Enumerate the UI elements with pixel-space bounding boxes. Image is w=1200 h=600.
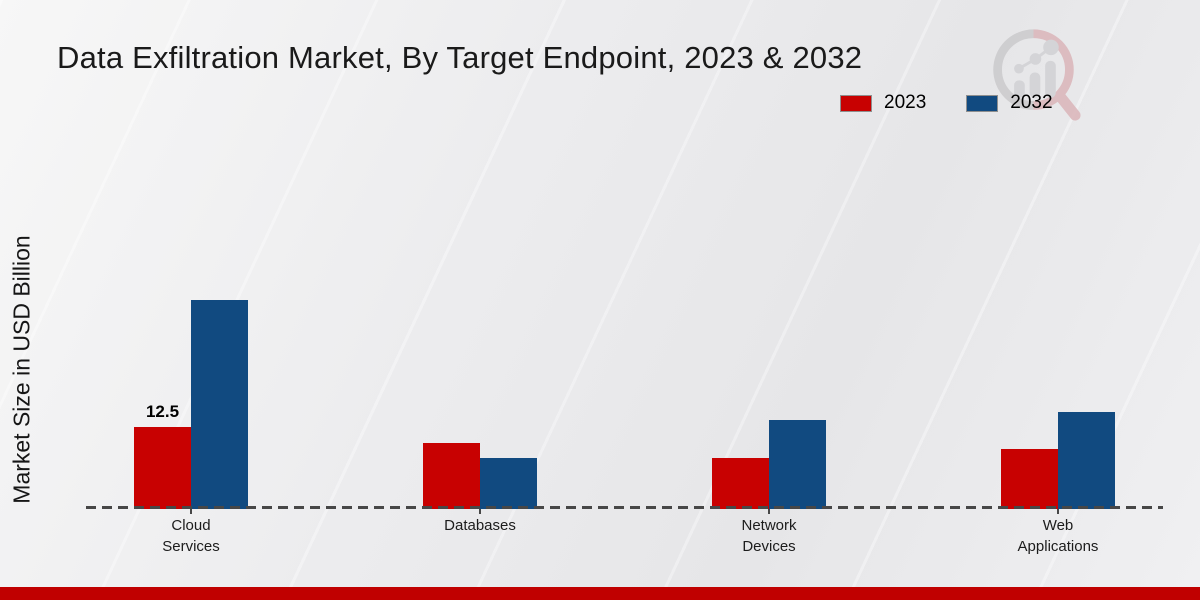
- legend-swatch-2023: [840, 94, 872, 112]
- legend-swatch-2032: [966, 94, 999, 112]
- bar-value-label: 12.5: [145, 402, 180, 421]
- x-axis-tick: [768, 509, 770, 514]
- legend-label-2032: 2032: [1010, 92, 1053, 113]
- legend: 2023 2032: [840, 92, 1053, 114]
- legend-label-2023: 2023: [884, 92, 927, 113]
- x-axis-baseline: [86, 506, 1163, 509]
- x-axis-category-label: Web Applications: [1017, 517, 1099, 555]
- bar-databases-2023: [423, 443, 480, 509]
- bar-web-applications-2032: [1058, 412, 1115, 509]
- footer-accent-bar: [0, 587, 1200, 600]
- y-axis-label: Market Size in USD Billion: [8, 235, 35, 504]
- x-axis-tick: [1057, 509, 1059, 514]
- x-axis-tick: [190, 509, 192, 514]
- bar-network-devices-2032: [769, 420, 826, 509]
- bar-databases-2032: [480, 458, 537, 509]
- legend-item-2032: 2032: [966, 92, 1053, 114]
- bar-web-applications-2023: [1001, 449, 1058, 509]
- bar-network-devices-2023: [712, 458, 769, 509]
- chart-title: Data Exfiltration Market, By Target Endp…: [57, 40, 863, 75]
- legend-item-2023: 2023: [840, 92, 926, 114]
- x-axis-category-label: Databases: [444, 517, 516, 534]
- bar-cloud-services-2023: [134, 427, 191, 509]
- x-axis-category-label: Cloud Services: [162, 517, 220, 555]
- magnifier-bar-chart-logo-icon: [993, 29, 1081, 121]
- x-axis-tick: [479, 509, 481, 514]
- x-axis-category-label: Network Devices: [741, 517, 797, 555]
- bar-cloud-services-2032: [191, 300, 248, 509]
